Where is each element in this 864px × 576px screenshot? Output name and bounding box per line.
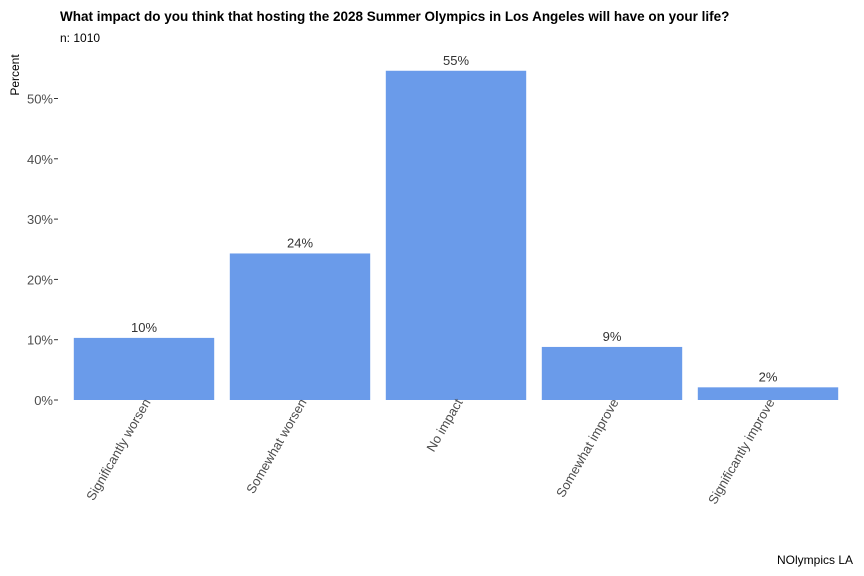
y-tick-label: 0% (34, 393, 53, 408)
data-label: 9% (603, 329, 622, 344)
y-axis-title: Percent (8, 54, 22, 96)
chart-subtitle: n: 1010 (60, 31, 101, 45)
x-tick-label: Significantly improve (705, 396, 778, 507)
bar (385, 70, 527, 401)
bar (541, 346, 683, 400)
y-tick-label: 20% (27, 272, 53, 287)
y-tick-label: 10% (27, 333, 53, 348)
x-tick-label: Somewhat improve (553, 396, 622, 500)
y-tick-label: 40% (27, 152, 53, 167)
x-tick-label: No impact (423, 396, 465, 455)
data-label: 10% (131, 320, 157, 335)
bar (697, 387, 839, 400)
x-tick-label: Significantly worsen (83, 396, 153, 503)
chart-title: What impact do you think that hosting th… (60, 9, 730, 24)
chart-caption: NOlympics LA (776, 553, 853, 567)
y-tick-label: 50% (27, 92, 53, 107)
data-label: 24% (287, 235, 313, 250)
y-tick-label: 30% (27, 212, 53, 227)
x-tick-label: Somewhat worsen (243, 396, 309, 496)
data-label: 2% (759, 369, 778, 384)
bar (73, 337, 215, 400)
bar (229, 253, 371, 400)
data-label: 55% (443, 53, 469, 68)
